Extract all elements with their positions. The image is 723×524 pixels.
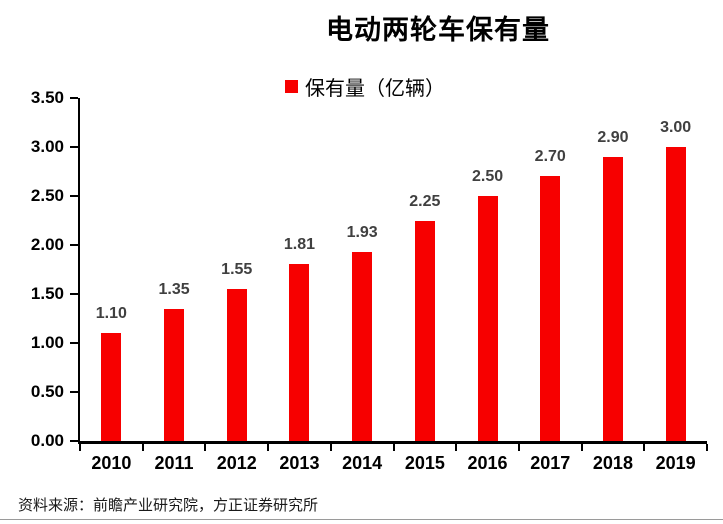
bar-value-label: 1.81 (283, 235, 315, 253)
legend: 保有量（亿辆） (285, 72, 445, 101)
y-tick-label: 3.00 (30, 137, 64, 156)
x-tick-label: 2010 (91, 453, 132, 473)
legend-swatch-icon (285, 80, 298, 93)
bottom-divider (0, 519, 723, 520)
x-axis-tick (455, 443, 458, 451)
bar-value-label: 2.50 (471, 168, 504, 185)
x-tick-label: 2019 (655, 453, 696, 473)
x-axis-tick (580, 443, 583, 451)
x-axis-tick (643, 443, 646, 451)
x-axis-tick (329, 443, 332, 451)
x-tick-label: 2015 (404, 453, 445, 473)
y-axis-tick (69, 146, 78, 148)
y-tick-label: 1.50 (30, 284, 64, 303)
bar (352, 251, 373, 441)
x-axis-tick (706, 443, 708, 451)
y-axis-tick (69, 440, 78, 442)
y-tick-label: 3.50 (30, 88, 64, 107)
x-axis (77, 441, 707, 444)
x-tick-label: 2017 (530, 453, 571, 473)
y-tick-label: 2.50 (30, 186, 64, 205)
x-axis-tick (267, 443, 270, 451)
x-tick-label: 2018 (592, 453, 633, 473)
y-axis-tick (69, 342, 78, 344)
x-axis-tick (141, 443, 144, 451)
x-axis-tick (392, 443, 395, 451)
page-title: 电动两轮车保有量 (326, 15, 550, 45)
x-tick-label: 2013 (279, 453, 320, 473)
bar (602, 156, 623, 441)
y-axis-tick (69, 293, 78, 295)
bar (226, 289, 247, 441)
bar-value-label: 2.25 (409, 192, 441, 210)
y-axis-tick (69, 195, 78, 197)
bar (289, 263, 310, 441)
y-axis-tick (69, 244, 78, 246)
bar-value-label: 1.10 (95, 305, 127, 323)
x-tick-label: 2016 (467, 453, 508, 473)
bar (477, 196, 498, 441)
bar (540, 176, 561, 441)
bar-value-label: 1.93 (346, 223, 378, 241)
x-axis-tick (204, 443, 207, 451)
x-axis-tick (79, 443, 81, 451)
y-tick-label: 1.00 (30, 333, 64, 352)
y-tick-label: 0.00 (30, 431, 64, 450)
x-tick-label: 2014 (342, 453, 383, 473)
bar (414, 220, 435, 441)
y-tick-label: 0.50 (30, 382, 64, 401)
bar (665, 147, 686, 441)
bar-value-label: 2.70 (534, 148, 566, 166)
x-axis-tick (517, 443, 520, 451)
y-axis-tick (69, 391, 78, 393)
legend-label: 保有量（亿辆） (305, 78, 445, 100)
y-axis (77, 98, 80, 444)
y-axis-tick (69, 97, 78, 99)
bar-value-label: 1.55 (221, 261, 253, 279)
bar (164, 308, 185, 441)
bar-value-label: 2.90 (597, 128, 629, 146)
bar-value-label: 1.35 (158, 280, 190, 298)
y-tick-label: 2.00 (30, 235, 64, 254)
bar-value-label: 3.00 (660, 119, 692, 136)
bar (101, 333, 122, 441)
x-tick-label: 2012 (216, 453, 257, 473)
source-note: 资料来源：前瞻产业研究院，方正证券研究所 (18, 497, 319, 514)
x-tick-label: 2011 (154, 453, 194, 473)
